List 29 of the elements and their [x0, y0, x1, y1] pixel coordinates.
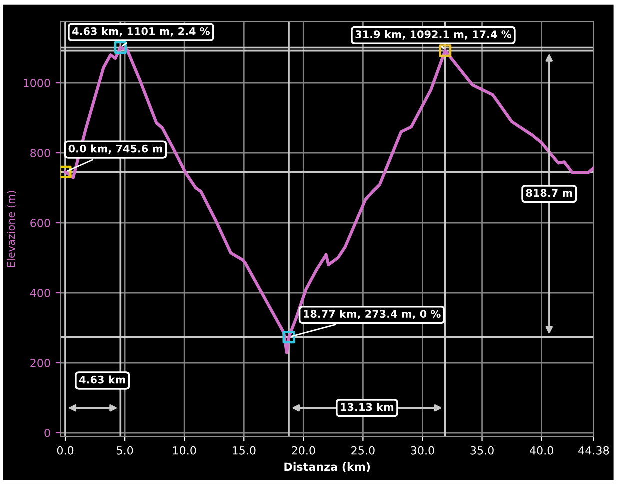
annotation: 13.13 km: [341, 403, 394, 412]
y-tick-label: 600: [30, 219, 50, 228]
annotation: 31.9 km, 1092.1 m, 17.4 %: [356, 30, 512, 40]
x-tick-label: 15.0: [232, 446, 256, 455]
annotation: 0.0 km, 745.6 m: [68, 144, 162, 154]
y-tick-label: 800: [30, 149, 50, 158]
annotation: 818.7 m: [526, 189, 572, 198]
y-tick-label: 400: [30, 289, 50, 298]
point: [60, 166, 72, 178]
annotation: 4.63 km, 1101 m, 2.4 %: [72, 27, 210, 37]
x-tick-label: 40.0: [530, 446, 554, 455]
x-tick-label: 30.0: [411, 446, 434, 455]
x-axis-title: Distanza (km): [284, 462, 370, 472]
point: [282, 331, 296, 344]
y-axis-title: Elevazione (m): [7, 191, 16, 268]
point: [114, 41, 127, 54]
annotation: 18.77 km, 273.4 m, 0 %: [304, 310, 441, 320]
point: [439, 44, 452, 58]
x-tick-label: 5.0: [117, 446, 134, 455]
x-tick-label: 0.0: [57, 446, 74, 455]
annotation: 4.63 km: [80, 376, 126, 384]
y-tick-label: 1000: [24, 79, 50, 88]
y-tick-label: 200: [30, 358, 50, 368]
y-tick-label: 0: [44, 428, 50, 438]
x-tick-label: 25.0: [352, 446, 375, 455]
x-tick-label: 20.0: [292, 446, 316, 455]
x-tick-label: 35.0: [470, 446, 494, 455]
x-tick-label: 44.38: [578, 446, 610, 455]
x-tick-label: 10.0: [173, 446, 196, 455]
